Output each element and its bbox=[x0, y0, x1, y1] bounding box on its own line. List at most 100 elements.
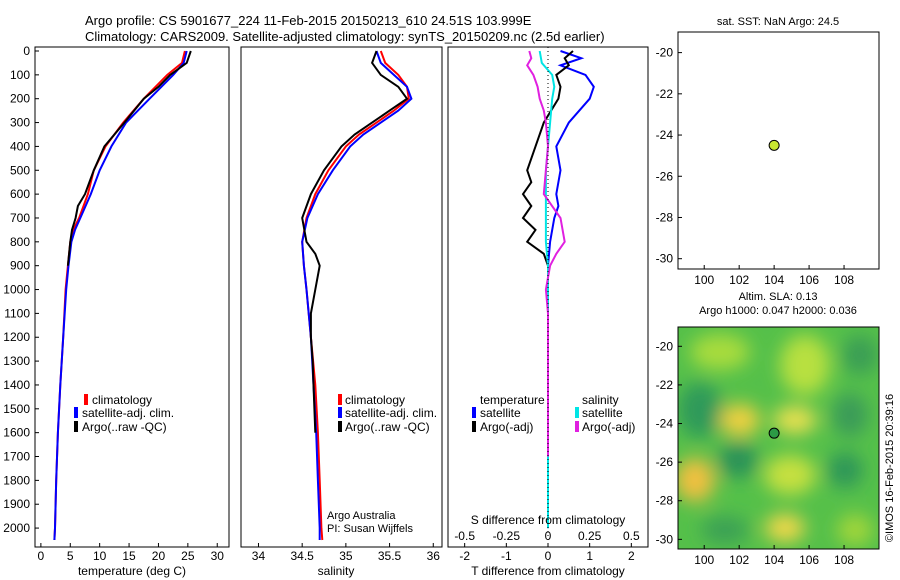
depth-tick-label: 1200 bbox=[3, 330, 30, 344]
depth-tick-label: 800 bbox=[10, 235, 30, 249]
legend-swatch-t-satellite bbox=[472, 407, 476, 418]
map-x-tick-label: 100 bbox=[694, 553, 714, 567]
legend-label-s-argo: Argo(-adj) bbox=[582, 420, 635, 434]
map-y-tick-label: -24 bbox=[656, 128, 674, 142]
sla-map-title-1: Altim. SLA: 0.13 bbox=[739, 291, 818, 303]
depth-tick-label: 2000 bbox=[3, 521, 30, 535]
temperature-panel-frame bbox=[34, 46, 230, 548]
legend-label-climatology: climatology bbox=[345, 393, 405, 407]
sst-map-frame bbox=[677, 31, 880, 270]
depth-tick-label: 1100 bbox=[4, 306, 30, 320]
legend-label-t-satellite: satellite bbox=[480, 406, 521, 420]
series-line-3 bbox=[526, 50, 566, 457]
argo-float-marker-sla bbox=[768, 427, 780, 439]
map-y-tick-label: -20 bbox=[656, 339, 674, 353]
legend-swatch-s-satellite bbox=[575, 407, 579, 418]
legend-label-t-argo: Argo(-adj) bbox=[480, 420, 533, 434]
legend-label-argo: Argo(..raw -QC) bbox=[82, 420, 167, 434]
depth-tick-label: 1400 bbox=[3, 378, 30, 392]
x-tick-label: 0 bbox=[545, 549, 552, 563]
x-tick-label: 1 bbox=[586, 549, 593, 563]
x-tick-label: 34.5 bbox=[290, 549, 314, 563]
map-x-tick-label: 108 bbox=[834, 273, 854, 287]
x-tick-label: 35.5 bbox=[378, 549, 402, 563]
map-x-tick-label: 104 bbox=[764, 553, 784, 567]
difference-series bbox=[521, 50, 595, 529]
x-tick-label: -2 bbox=[459, 549, 470, 563]
depth-tick-label: 1900 bbox=[3, 497, 30, 511]
argo-float-marker bbox=[768, 139, 780, 151]
series-line-0 bbox=[53, 50, 186, 541]
map-y-tick-label: -22 bbox=[656, 378, 674, 392]
legend-swatch-climatology bbox=[338, 394, 342, 405]
s-tick-label: 0.25 bbox=[578, 529, 602, 543]
legend-swatch-satellite-adj bbox=[74, 407, 78, 418]
map-x-tick-label: 106 bbox=[799, 273, 819, 287]
depth-tick-label: 600 bbox=[10, 187, 30, 201]
depth-tick-label: 1700 bbox=[3, 450, 30, 464]
legend-swatch-argo bbox=[338, 421, 342, 432]
map-y-tick-label: -26 bbox=[656, 455, 674, 469]
temperature-legend: climatology satellite-adj. clim. Argo(..… bbox=[74, 393, 174, 434]
salinity-x-ticks: 34 34.5 35 35.5 36 bbox=[252, 543, 440, 563]
legend-title-salinity: salinity bbox=[582, 393, 619, 407]
t-difference-axis-label: T difference from climatology bbox=[471, 564, 625, 578]
legend-swatch-satellite-adj bbox=[338, 407, 342, 418]
legend-swatch-climatology bbox=[84, 394, 88, 405]
depth-tick-label: 300 bbox=[10, 116, 30, 130]
sla-map-ticks: 100 102 104 106 108 -20 -22 -24 -26 -28 -30 bbox=[656, 339, 855, 567]
s-tick-label: 0 bbox=[545, 529, 552, 543]
difference-x-ticks: -2 -1 0 1 2 bbox=[459, 543, 635, 563]
difference-legend: temperature salinity satellite Argo(-adj… bbox=[472, 393, 635, 434]
header-line-2: Climatology: CARS2009. Satellite-adjuste… bbox=[85, 29, 605, 44]
sst-map-ticks: 100 102 104 106 108 -20 -22 -24 -26 -28 -30 bbox=[656, 46, 855, 287]
salinity-series bbox=[301, 50, 413, 541]
series-line-2 bbox=[66, 50, 192, 266]
s-tick-label: -0.5 bbox=[454, 529, 475, 543]
legend-title-temperature: temperature bbox=[480, 393, 545, 407]
depth-axis: 0 100 200 300 400 500 600 700 800 900 1000 1100 1200… bbox=[3, 44, 39, 535]
legend-swatch-t-argo bbox=[472, 421, 476, 432]
legend-label-s-satellite: satellite bbox=[582, 406, 623, 420]
x-tick-label: 36 bbox=[427, 549, 441, 563]
depth-tick-label: 200 bbox=[10, 92, 30, 106]
map-y-tick-label: -30 bbox=[656, 532, 674, 546]
imos-timestamp-label: ©IMOS 16-Feb-2015 20:39:16 bbox=[884, 394, 896, 542]
legend-label-satellite-adj: satellite-adj. clim. bbox=[345, 406, 437, 420]
depth-tick-label: 100 bbox=[10, 68, 30, 82]
map-x-tick-label: 108 bbox=[834, 553, 854, 567]
x-tick-label: -1 bbox=[501, 549, 512, 563]
x-tick-label: 35 bbox=[339, 549, 353, 563]
salinity-legend: climatology satellite-adj. clim. Argo(..… bbox=[338, 393, 437, 434]
sla-map-frame bbox=[677, 326, 880, 550]
x-tick-label: 5 bbox=[67, 549, 74, 563]
legend-swatch-s-argo bbox=[575, 421, 579, 432]
salinity-panel-frame bbox=[240, 46, 443, 548]
map-x-tick-label: 106 bbox=[799, 553, 819, 567]
series-line-0 bbox=[547, 50, 595, 529]
legend-swatch-argo bbox=[74, 421, 78, 432]
x-tick-label: 34 bbox=[252, 549, 266, 563]
map-x-tick-label: 102 bbox=[729, 553, 749, 567]
credit-line-2: PI: Susan Wijffels bbox=[327, 523, 413, 535]
depth-tick-label: 1300 bbox=[3, 354, 30, 368]
header-line-1: Argo profile: CS 5901677_224 11-Feb-2015… bbox=[85, 13, 532, 28]
map-x-tick-label: 100 bbox=[694, 273, 714, 287]
depth-tick-label: 400 bbox=[10, 139, 30, 153]
temperature-axis-label: temperature (deg C) bbox=[78, 564, 186, 578]
x-tick-label: 0 bbox=[38, 549, 45, 563]
sla-heatmap bbox=[678, 327, 879, 549]
salinity-axis-label: salinity bbox=[318, 564, 355, 578]
series-line-2 bbox=[538, 50, 556, 529]
depth-tick-label: 1600 bbox=[3, 426, 30, 440]
depth-tick-label: 500 bbox=[10, 163, 30, 177]
x-tick-label: 2 bbox=[628, 549, 635, 563]
series-line-1 bbox=[521, 50, 574, 267]
map-x-tick-label: 102 bbox=[729, 273, 749, 287]
map-y-tick-label: -26 bbox=[656, 169, 674, 183]
map-y-tick-label: -28 bbox=[656, 210, 674, 224]
map-y-tick-label: -28 bbox=[656, 494, 674, 508]
x-tick-label: 30 bbox=[211, 549, 225, 563]
map-y-tick-label: -20 bbox=[656, 46, 674, 60]
